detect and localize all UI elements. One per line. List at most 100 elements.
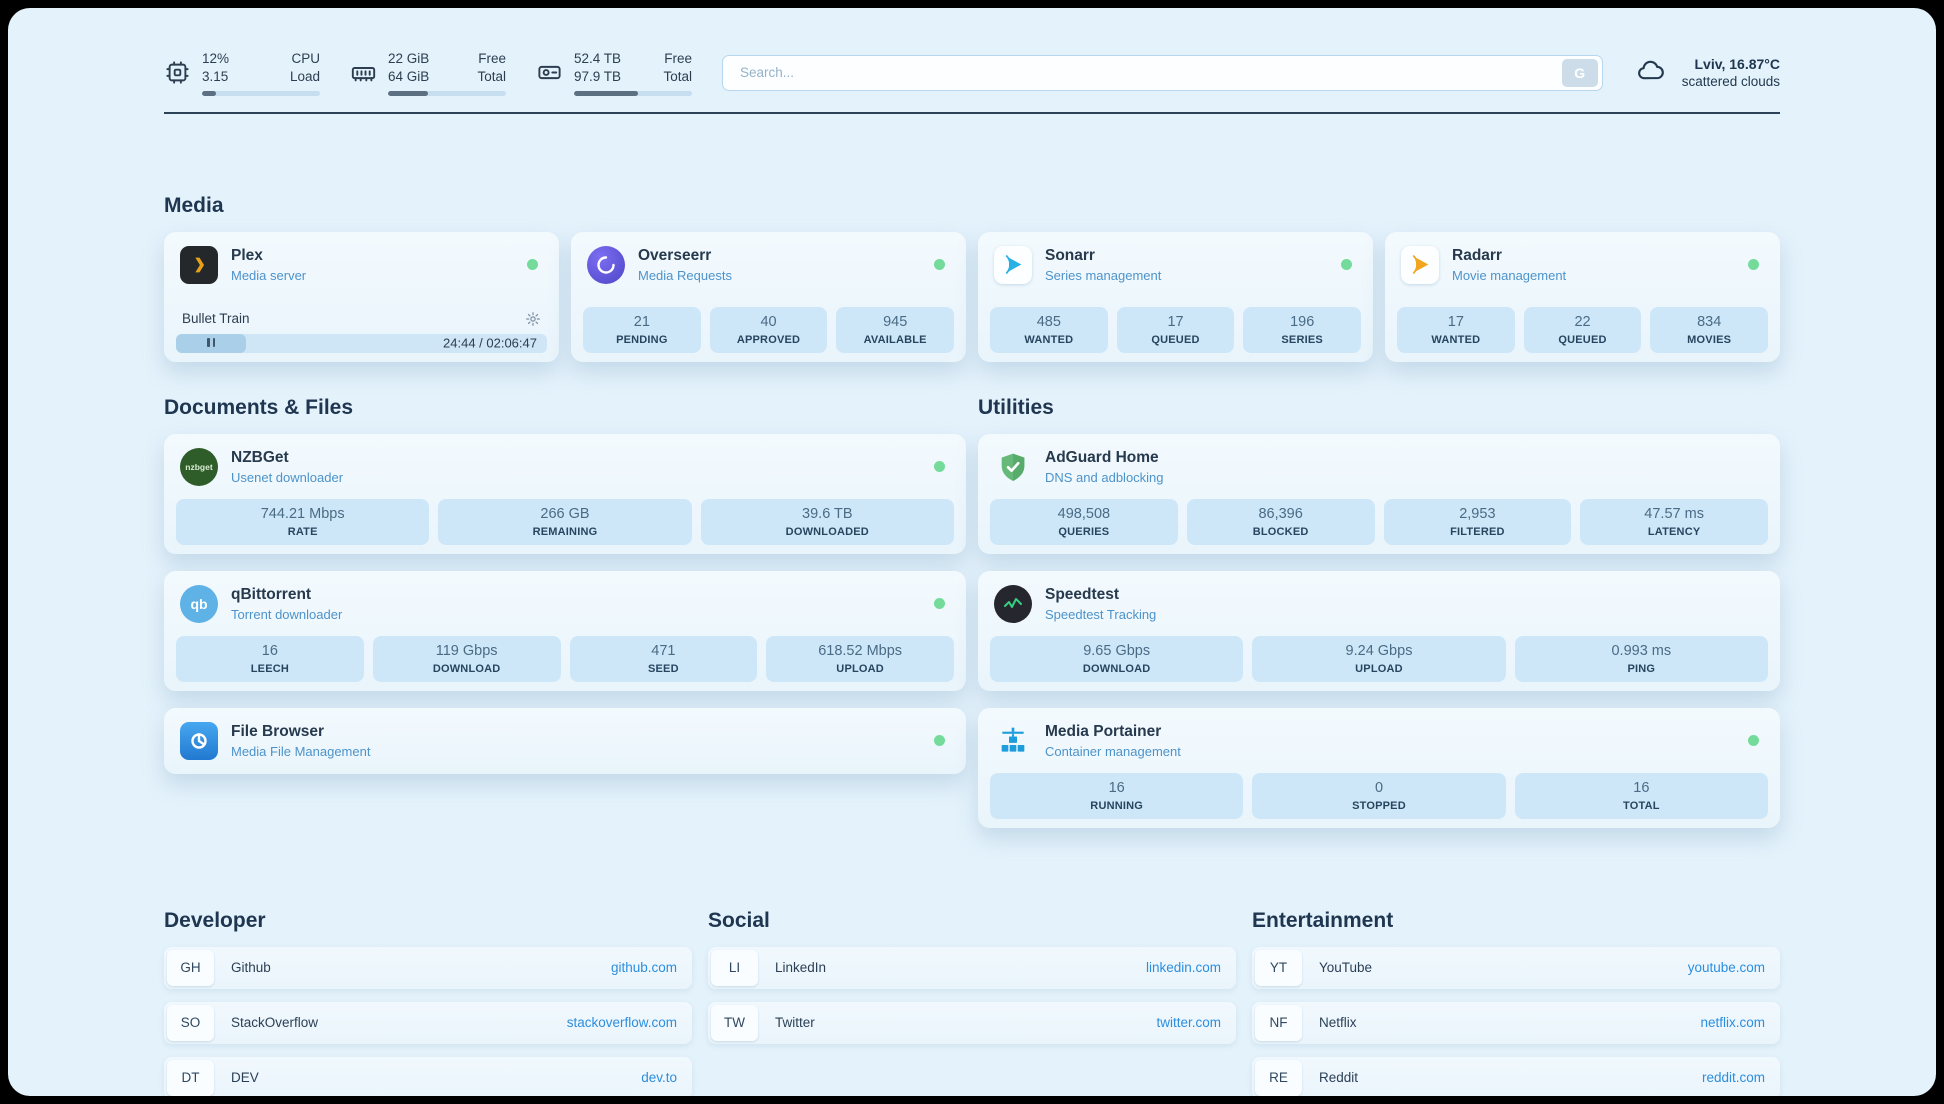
stats-row: 9.65 Gbps DOWNLOAD 9.24 Gbps UPLOAD 0.993 …: [990, 635, 1768, 682]
bookmark-name: Twitter: [775, 1015, 815, 1031]
stat-box: 17 WANTED: [1397, 306, 1515, 353]
bookmark-youtube[interactable]: YT YouTube youtube.com: [1252, 946, 1780, 989]
stat-label: TOTAL: [1622, 799, 1660, 812]
app-link-speedtest[interactable]: Speedtest Speedtest Tracking: [990, 580, 1768, 628]
pause-icon[interactable]: [206, 334, 217, 352]
stat-label: DOWNLOAD: [1082, 662, 1151, 675]
stat-value: 86,396: [1258, 505, 1303, 522]
stat-label: MOVIES: [1687, 333, 1732, 346]
bookmark-name: StackOverflow: [231, 1015, 319, 1031]
app-link-sonarr[interactable]: Sonarr Series management: [990, 241, 1361, 289]
stat-label: AVAILABLE: [863, 333, 927, 346]
status-dot: [934, 461, 945, 473]
dashboard-page: 12% CPU 3.15 Load 22 GiB Free 64 GiB Total: [8, 8, 1936, 1096]
bookmark-abbr: DT: [167, 1059, 214, 1096]
app-link-radarr[interactable]: Radarr Movie management: [1397, 241, 1768, 289]
app-link-plex[interactable]: Plex Media server: [176, 241, 547, 289]
section-title-documents: Documents & Files: [164, 395, 354, 419]
status-dot: [1341, 259, 1352, 271]
stat-box: 834 MOVIES: [1650, 306, 1769, 353]
stat-value: 17: [1447, 313, 1464, 330]
bookmark-url: youtube.com: [1687, 960, 1765, 976]
stat-box: 17 QUEUED: [1116, 306, 1235, 353]
bookmark-dev[interactable]: DT DEV dev.to: [164, 1056, 692, 1096]
plex-progress-fill: [176, 333, 247, 353]
stat-value: 16: [261, 642, 278, 659]
stat-value: 485: [1036, 313, 1061, 330]
disk-monitor: 52.4 TB Free 97.9 TB Total: [536, 50, 692, 96]
stat-box: 0 STOPPED: [1252, 772, 1506, 819]
app-card-sonarr: Sonarr Series management 485 WANTED 17 QUE…: [978, 231, 1373, 362]
stat-label: STOPPED: [1352, 799, 1406, 812]
search-input[interactable]: [738, 64, 1562, 82]
stat-value: 22: [1574, 313, 1591, 330]
status-dot: [934, 735, 945, 747]
adguard-icon: [994, 448, 1032, 486]
stat-value: 40: [760, 313, 777, 330]
bookmark-url: dev.to: [641, 1070, 677, 1086]
app-link-nzbget[interactable]: nzbget NZBGet Usenet downloader: [176, 443, 954, 491]
stat-label: RATE: [287, 525, 318, 538]
cpu-load-value: 3.15: [202, 68, 229, 84]
weather-location-temp: Lviv, 16.87°C: [1694, 56, 1781, 73]
app-subtitle: Series management: [1045, 267, 1162, 283]
nzbget-icon-text: nzbget: [185, 461, 213, 472]
app-name: qBittorrent: [231, 585, 312, 603]
stats-row: 498,508 QUERIES 86,396 BLOCKED 2,953 FILTER…: [990, 498, 1768, 545]
disk-total-label: Total: [663, 68, 692, 84]
stat-box: 9.24 Gbps UPLOAD: [1252, 635, 1506, 682]
app-subtitle: Usenet downloader: [231, 469, 344, 485]
section-title-entertainment: Entertainment: [1252, 908, 1394, 932]
section-title-utilities: Utilities: [978, 395, 1054, 419]
nzbget-icon: nzbget: [180, 447, 218, 486]
stat-value: 834: [1697, 313, 1722, 330]
app-subtitle: Media File Management: [231, 743, 371, 759]
bookmark-abbr: GH: [167, 949, 214, 986]
ram-free-label: Free: [478, 51, 506, 66]
ram-free-value: 22 GiB: [388, 51, 430, 66]
bookmark-netflix[interactable]: NF Netflix netflix.com: [1252, 1001, 1780, 1044]
stat-label: FILTERED: [1450, 525, 1505, 538]
app-link-adguard[interactable]: AdGuard Home DNS and adblocking: [990, 443, 1768, 491]
stat-box: 266 GB REMAINING: [438, 498, 692, 545]
stat-value: 744.21 Mbps: [260, 505, 345, 522]
filebrowser-icon: [180, 721, 218, 760]
cpu-usage-label: CPU: [291, 51, 320, 66]
bookmarks-social: Social LI LinkedIn linkedin.com TW Twitt…: [708, 909, 1236, 1096]
app-subtitle: Container management: [1045, 743, 1181, 759]
app-link-qbittorrent[interactable]: qb qBittorrent Torrent downloader: [176, 580, 954, 628]
status-dot: [934, 598, 945, 610]
stat-value: 119 Gbps: [435, 642, 498, 659]
stat-value: 21: [633, 313, 650, 330]
search-engine-button[interactable]: G: [1561, 58, 1598, 87]
ram-progress-fill: [388, 90, 429, 96]
disk-total-value: 97.9 TB: [574, 68, 622, 84]
stat-label: RUNNING: [1090, 799, 1144, 812]
stats-row: 17 WANTED 22 QUEUED 834 MOVIES: [1397, 306, 1769, 353]
disk-free-value: 52.4 TB: [574, 51, 622, 66]
app-link-filebrowser[interactable]: File Browser Media File Management: [176, 717, 954, 765]
section-title-developer: Developer: [164, 908, 266, 932]
stat-box: 16 LEECH: [176, 635, 364, 682]
bookmark-twitter[interactable]: TW Twitter twitter.com: [708, 1001, 1236, 1044]
stat-box: 40 APPROVED: [709, 306, 828, 353]
gear-icon[interactable]: [525, 311, 541, 327]
stat-label: WANTED: [1431, 333, 1481, 346]
bookmarks-entertainment: Entertainment YT YouTube youtube.com NF …: [1252, 909, 1780, 1096]
stat-box: 744.21 Mbps RATE: [176, 498, 430, 545]
app-subtitle: Torrent downloader: [231, 606, 343, 622]
stat-label: DOWNLOAD: [432, 662, 501, 675]
ram-progress-track: [388, 90, 506, 96]
stat-value: 17: [1167, 313, 1184, 330]
stat-box: 47.57 ms LATENCY: [1580, 498, 1768, 545]
playback-time: 24:44 / 02:06:47: [443, 335, 537, 351]
app-link-overseerr[interactable]: Overseerr Media Requests: [583, 241, 954, 289]
bookmark-reddit[interactable]: RE Reddit reddit.com: [1252, 1056, 1780, 1096]
stat-value: 9.24 Gbps: [1345, 642, 1413, 659]
bookmark-name: YouTube: [1319, 960, 1373, 976]
bookmark-linkedin[interactable]: LI LinkedIn linkedin.com: [708, 946, 1236, 989]
bookmark-stackoverflow[interactable]: SO StackOverflow stackoverflow.com: [164, 1001, 692, 1044]
bookmark-github[interactable]: GH Github github.com: [164, 946, 692, 989]
plex-progress-track[interactable]: 24:44 / 02:06:47: [176, 333, 547, 353]
app-link-portainer[interactable]: Media Portainer Container management: [990, 717, 1768, 765]
